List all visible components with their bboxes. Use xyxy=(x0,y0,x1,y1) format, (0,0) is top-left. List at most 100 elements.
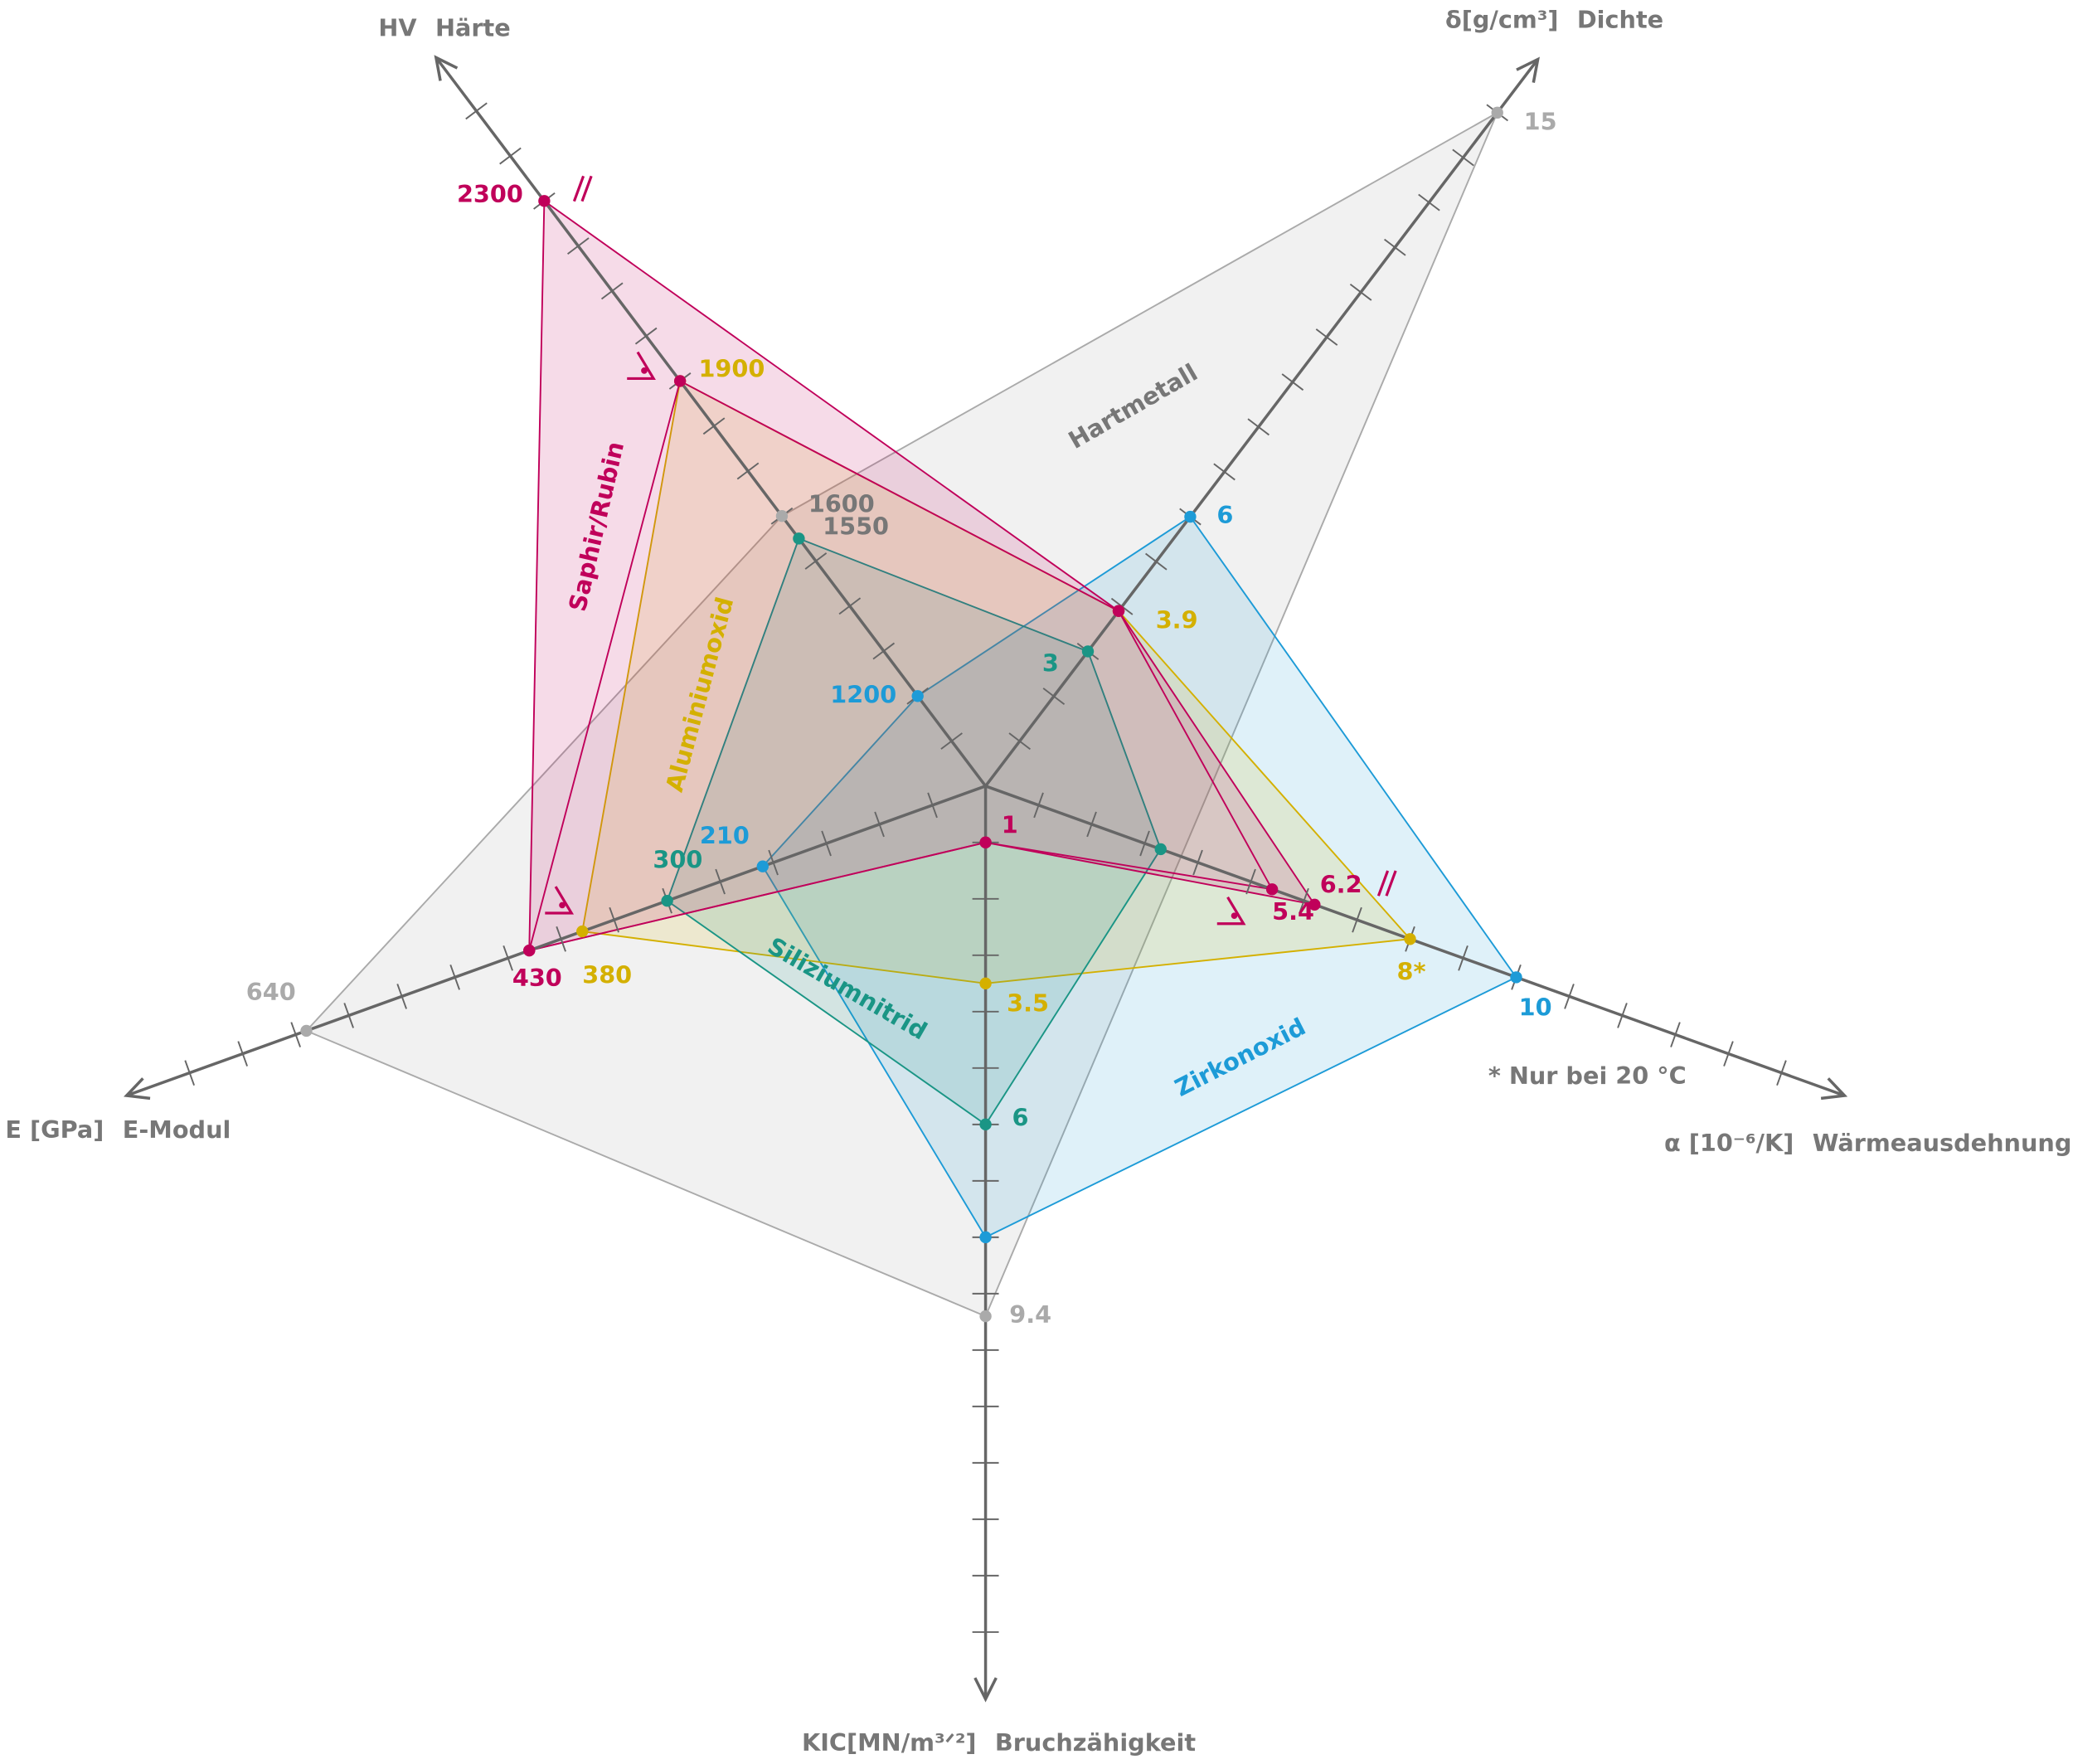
tick-mark xyxy=(821,830,832,857)
tick-mark xyxy=(502,945,513,971)
tick-mark xyxy=(872,642,896,660)
tick-mark xyxy=(1458,945,1469,971)
axis-unit: α [10⁻⁶/K] xyxy=(1664,1129,1794,1157)
axis-unit: HV xyxy=(378,13,417,41)
tick-mark xyxy=(600,282,624,300)
tick-mark xyxy=(1086,811,1097,838)
tick-mark xyxy=(768,849,779,876)
tick-mark xyxy=(1564,984,1575,1009)
axis-unit: δ[g/cm³] xyxy=(1445,6,1558,34)
tick-mark xyxy=(927,792,938,819)
data-point xyxy=(1404,933,1416,945)
value-label: 3.5 xyxy=(1007,989,1049,1017)
axis-line xyxy=(435,56,987,787)
data-point xyxy=(775,510,789,522)
axis-name: Wärmeausdehnung xyxy=(1813,1129,2072,1157)
tick-mark xyxy=(609,906,619,933)
tick-mark xyxy=(1349,283,1372,301)
tick-mark xyxy=(1384,238,1406,256)
tick-mark xyxy=(1299,887,1309,914)
value-label: 6.2 xyxy=(1320,870,1362,898)
data-point xyxy=(1510,971,1522,984)
value-label: 5.4 xyxy=(1272,897,1314,926)
tick-mark xyxy=(1776,1060,1787,1086)
data-point xyxy=(1265,883,1279,896)
value-label: 9.4 xyxy=(1009,1300,1051,1329)
axis-line xyxy=(126,785,987,1097)
tick-mark xyxy=(499,147,522,165)
tick-mark xyxy=(1213,463,1236,481)
tick-mark xyxy=(556,926,566,952)
axis-arrow xyxy=(1516,56,1540,83)
axis-name: E-Modul xyxy=(123,1115,231,1144)
value-label: 430 xyxy=(512,964,562,992)
data-point xyxy=(979,1310,992,1323)
value-label: 6 xyxy=(1216,501,1233,529)
tick-mark xyxy=(1145,552,1168,571)
data-point xyxy=(979,1118,992,1131)
value-label: 10 xyxy=(1519,994,1552,1022)
axis-title: KIC[MN/m³ᐟ²] Bruchzähigkeit xyxy=(802,1728,1196,1757)
axis-name: Dichte xyxy=(1577,6,1663,34)
tick-mark xyxy=(1352,906,1362,933)
axis-arrow xyxy=(973,1677,998,1703)
tick-mark xyxy=(1723,1041,1734,1067)
polygons xyxy=(304,110,1517,1318)
series-area xyxy=(666,537,1162,1126)
value-label: 1 xyxy=(1002,811,1018,839)
tick-mark xyxy=(1139,830,1150,857)
tick-mark xyxy=(567,237,590,255)
value-label: 1550 xyxy=(823,513,889,541)
data-point xyxy=(756,860,769,872)
data-point xyxy=(793,532,805,545)
tick-mark xyxy=(1033,792,1044,819)
data-point xyxy=(1081,645,1095,658)
series-area xyxy=(761,515,1517,1239)
value-label: 210 xyxy=(700,822,750,850)
value-label: 6 xyxy=(1012,1103,1028,1131)
axis-unit: KIC[MN/m³ᐟ²] xyxy=(802,1728,977,1757)
data-point xyxy=(673,375,687,387)
axes: HV Härte δ[g/cm³] Dichte α [10⁻⁶/K] Wärmeausd… xyxy=(5,6,2071,1757)
tick-mark xyxy=(804,552,828,570)
data-point xyxy=(538,195,551,207)
tick-mark xyxy=(1245,868,1256,895)
axis-name: Bruchzähigkeit xyxy=(995,1728,1196,1757)
note: * Nur bei 20 °C xyxy=(1488,1062,1687,1090)
axis-title: E [GPa] E-Modul xyxy=(5,1115,231,1144)
tick-mark xyxy=(1670,1022,1681,1047)
tick-mark xyxy=(290,1022,301,1047)
data-point xyxy=(979,1231,992,1244)
data-point xyxy=(523,944,536,957)
tick-mark xyxy=(1281,373,1304,391)
tick-mark xyxy=(396,984,407,1009)
tick-mark xyxy=(1617,1003,1628,1028)
tick-mark xyxy=(465,102,488,120)
tick-mark xyxy=(1315,328,1338,346)
axis-title: HV Härte xyxy=(378,13,510,41)
axis-arrow xyxy=(434,55,459,81)
data-point xyxy=(1491,106,1503,119)
data-point xyxy=(979,977,992,990)
data-point xyxy=(979,836,992,849)
axis-name: Härte xyxy=(435,13,511,41)
data-point xyxy=(1184,510,1197,523)
data-point xyxy=(1308,898,1321,911)
axis-arrow xyxy=(1820,1077,1848,1101)
tick-mark xyxy=(184,1060,196,1086)
tick-mark xyxy=(1247,418,1270,436)
data-point xyxy=(1112,605,1125,617)
tick-mark xyxy=(1008,732,1031,751)
value-label: 8* xyxy=(1397,958,1426,986)
axis-title: δ[g/cm³] Dichte xyxy=(1445,6,1663,34)
value-label: 15 xyxy=(1524,108,1557,136)
tick-mark xyxy=(1418,193,1440,211)
tick-mark xyxy=(1042,688,1066,705)
data-point xyxy=(576,925,589,938)
data-point xyxy=(300,1024,313,1038)
value-label: 3.9 xyxy=(1156,605,1198,634)
tick-mark xyxy=(702,417,726,435)
tick-mark xyxy=(237,1041,248,1067)
value-label: 640 xyxy=(246,978,296,1006)
